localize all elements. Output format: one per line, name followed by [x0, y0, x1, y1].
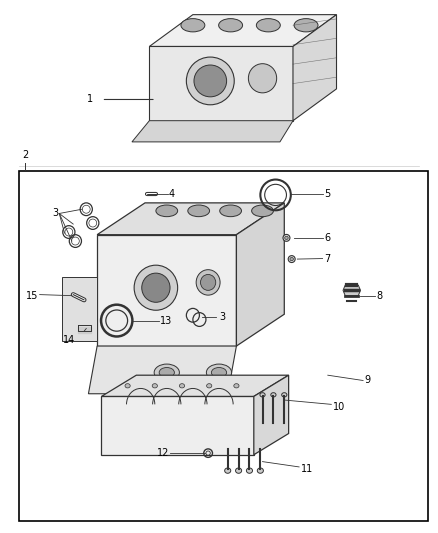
Bar [19, 171, 428, 521]
Ellipse shape [282, 393, 287, 397]
Text: 4: 4 [169, 189, 175, 199]
Text: 10: 10 [333, 402, 345, 412]
Ellipse shape [288, 256, 295, 263]
Text: 2: 2 [22, 150, 28, 160]
Ellipse shape [180, 384, 185, 388]
Ellipse shape [256, 19, 280, 32]
Ellipse shape [247, 468, 253, 473]
Text: 3: 3 [52, 208, 58, 219]
Polygon shape [102, 375, 289, 397]
Ellipse shape [152, 384, 157, 388]
Ellipse shape [290, 257, 293, 261]
Ellipse shape [219, 19, 243, 32]
Polygon shape [62, 277, 97, 341]
Polygon shape [254, 375, 289, 455]
Ellipse shape [271, 393, 276, 397]
Polygon shape [97, 203, 284, 235]
Ellipse shape [142, 273, 170, 302]
Text: 3: 3 [219, 312, 225, 322]
Text: 13: 13 [160, 316, 173, 326]
Text: 11: 11 [301, 464, 313, 474]
Ellipse shape [181, 19, 205, 32]
Ellipse shape [201, 274, 216, 290]
Ellipse shape [257, 468, 263, 473]
Polygon shape [293, 14, 336, 120]
Ellipse shape [156, 205, 178, 216]
Text: 1: 1 [87, 94, 93, 104]
Ellipse shape [125, 384, 130, 388]
Ellipse shape [234, 384, 239, 388]
Text: 5: 5 [324, 189, 331, 199]
Polygon shape [149, 14, 336, 46]
Ellipse shape [285, 236, 288, 239]
Ellipse shape [225, 468, 231, 473]
Ellipse shape [236, 468, 242, 473]
Text: 15: 15 [26, 290, 39, 301]
Ellipse shape [154, 364, 180, 381]
Ellipse shape [248, 63, 277, 93]
Ellipse shape [206, 364, 232, 381]
Ellipse shape [220, 205, 241, 216]
Ellipse shape [134, 265, 178, 310]
Ellipse shape [260, 393, 265, 397]
Ellipse shape [212, 368, 226, 377]
Polygon shape [102, 397, 254, 455]
Text: 9: 9 [365, 375, 371, 385]
Polygon shape [237, 203, 284, 346]
Text: 7: 7 [324, 254, 331, 263]
Polygon shape [88, 346, 237, 394]
Text: 14: 14 [63, 335, 75, 345]
Polygon shape [132, 120, 293, 142]
Ellipse shape [252, 205, 273, 216]
Ellipse shape [159, 368, 174, 377]
Ellipse shape [283, 235, 290, 241]
Ellipse shape [194, 65, 226, 97]
Ellipse shape [188, 205, 209, 216]
Text: 12: 12 [156, 448, 169, 458]
Text: 8: 8 [377, 290, 383, 301]
Polygon shape [97, 235, 237, 346]
Polygon shape [343, 285, 360, 296]
Ellipse shape [196, 270, 220, 295]
Ellipse shape [186, 57, 234, 105]
Ellipse shape [207, 384, 212, 388]
Text: 6: 6 [324, 233, 330, 243]
Ellipse shape [294, 19, 318, 32]
Polygon shape [149, 46, 293, 120]
